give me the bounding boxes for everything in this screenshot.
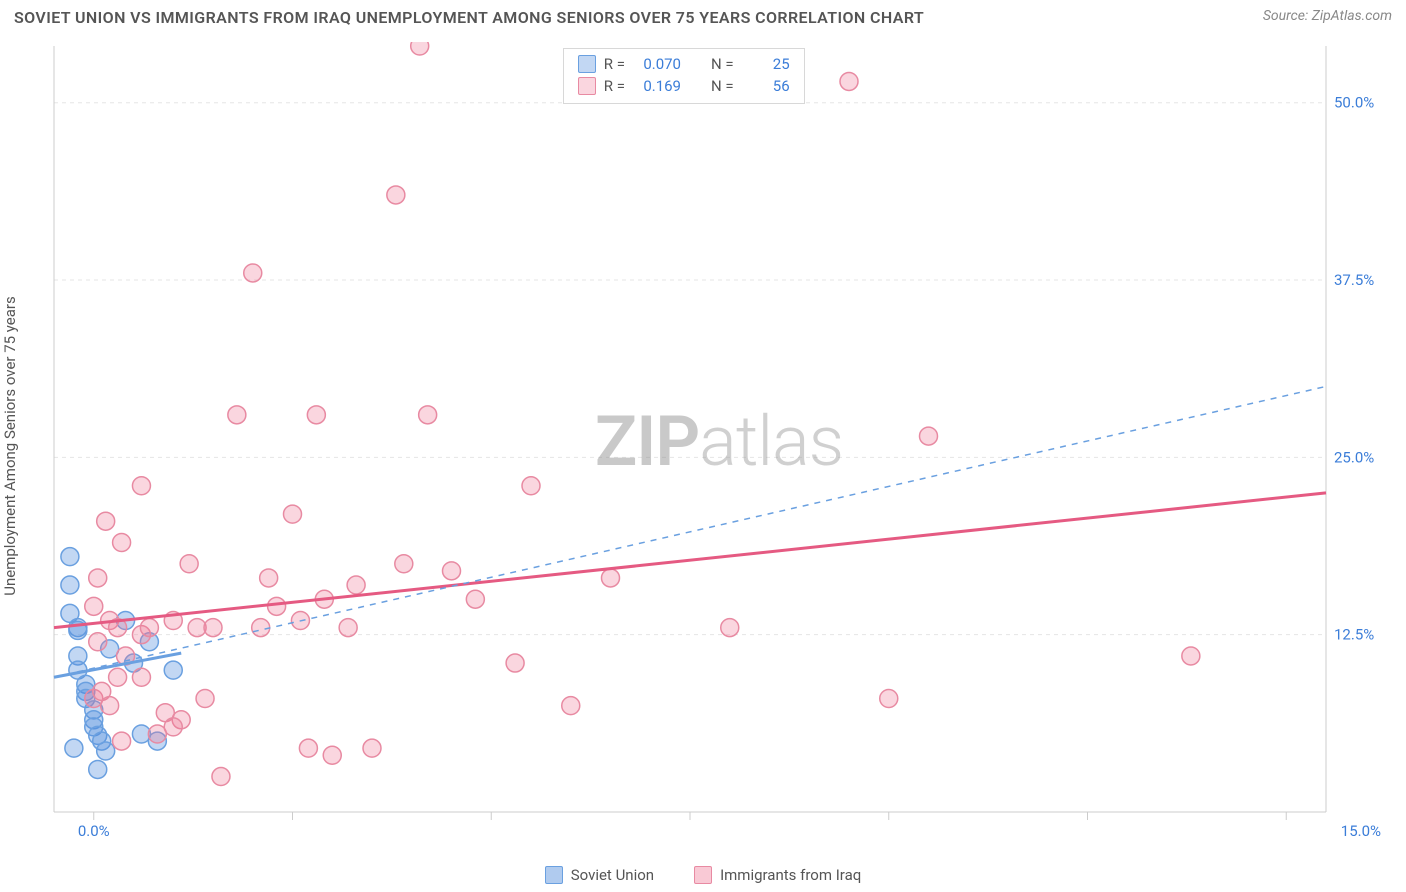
point-iraq xyxy=(443,562,461,580)
correlation-stats-box: R = 0.070 N = 25 R = 0.169 N = 56 xyxy=(563,48,805,104)
point-iraq xyxy=(97,512,115,530)
scatter-chart-svg: 12.5% 25.0% 37.5% 50.0% 0.0% 15.0% xyxy=(50,42,1388,842)
point-iraq xyxy=(85,597,103,615)
point-iraq xyxy=(89,633,107,651)
point-iraq xyxy=(395,555,413,573)
point-soviet xyxy=(164,661,182,679)
point-iraq xyxy=(252,619,270,637)
point-iraq xyxy=(89,569,107,587)
point-iraq xyxy=(299,739,317,757)
point-iraq xyxy=(212,768,230,786)
point-soviet xyxy=(61,548,79,566)
y-tick-label: 12.5% xyxy=(1334,626,1374,644)
point-iraq xyxy=(113,533,131,551)
legend-item: Immigrants from Iraq xyxy=(694,866,861,884)
y-tick-label: 37.5% xyxy=(1334,271,1374,289)
point-soviet xyxy=(89,760,107,778)
point-iraq xyxy=(721,619,739,637)
point-soviet xyxy=(61,576,79,594)
point-iraq xyxy=(113,732,131,750)
point-iraq xyxy=(323,746,341,764)
point-iraq xyxy=(411,42,429,55)
point-iraq xyxy=(840,72,858,90)
stats-swatch xyxy=(578,55,596,73)
source-label: Source: ZipAtlas.com xyxy=(1263,8,1392,24)
legend-label: Immigrants from Iraq xyxy=(720,866,861,884)
point-iraq xyxy=(284,505,302,523)
point-iraq xyxy=(920,427,938,445)
point-iraq xyxy=(132,477,150,495)
point-iraq xyxy=(109,668,127,686)
x-tick-label-max: 15.0% xyxy=(1341,822,1381,840)
point-iraq xyxy=(101,697,119,715)
point-iraq xyxy=(140,619,158,637)
legend-item: Soviet Union xyxy=(545,866,654,884)
point-iraq xyxy=(506,654,524,672)
point-iraq xyxy=(180,555,198,573)
point-iraq xyxy=(268,597,286,615)
stats-row: R = 0.169 N = 56 xyxy=(578,75,790,97)
legend-swatch xyxy=(545,866,563,884)
stats-n-label: N = xyxy=(711,77,734,95)
point-soviet xyxy=(65,739,83,757)
legend-swatch xyxy=(694,866,712,884)
stats-r-value: 0.070 xyxy=(633,55,681,73)
point-iraq xyxy=(602,569,620,587)
point-iraq xyxy=(307,406,325,424)
stats-n-value: 56 xyxy=(742,77,790,95)
point-iraq xyxy=(339,619,357,637)
regression-line-iraq xyxy=(54,493,1326,628)
point-iraq xyxy=(347,576,365,594)
stats-r-label: R = xyxy=(604,77,625,95)
point-iraq xyxy=(522,477,540,495)
point-iraq xyxy=(562,697,580,715)
point-iraq xyxy=(466,590,484,608)
chart-title: SOVIET UNION VS IMMIGRANTS FROM IRAQ UNE… xyxy=(14,8,1392,27)
point-iraq xyxy=(196,690,214,708)
point-iraq xyxy=(1182,647,1200,665)
stats-swatch xyxy=(578,77,596,95)
point-iraq xyxy=(363,739,381,757)
y-axis-label: Unemployment Among Seniors over 75 years xyxy=(1,445,19,446)
point-iraq xyxy=(880,690,898,708)
point-iraq xyxy=(164,718,182,736)
point-iraq xyxy=(387,186,405,204)
point-iraq xyxy=(260,569,278,587)
stats-n-label: N = xyxy=(711,55,734,73)
point-iraq xyxy=(204,619,222,637)
series-legend: Soviet Union Immigrants from Iraq xyxy=(0,866,1406,884)
stats-r-label: R = xyxy=(604,55,625,73)
stats-r-value: 0.169 xyxy=(633,77,681,95)
stats-n-value: 25 xyxy=(742,55,790,73)
legend-label: Soviet Union xyxy=(571,866,654,884)
point-iraq xyxy=(244,264,262,282)
point-iraq xyxy=(132,668,150,686)
stats-row: R = 0.070 N = 25 xyxy=(578,53,790,75)
y-tick-label: 25.0% xyxy=(1334,448,1374,466)
y-tick-label: 50.0% xyxy=(1334,94,1374,112)
point-iraq xyxy=(419,406,437,424)
chart-plot-area: 12.5%25.0%37.5%50.0%0.0%15.0% ZIPatlas R… xyxy=(50,42,1388,842)
point-soviet xyxy=(97,742,115,760)
point-iraq xyxy=(228,406,246,424)
x-tick-label-min: 0.0% xyxy=(78,822,110,840)
regression-line-soviet-dashed xyxy=(54,386,1326,677)
